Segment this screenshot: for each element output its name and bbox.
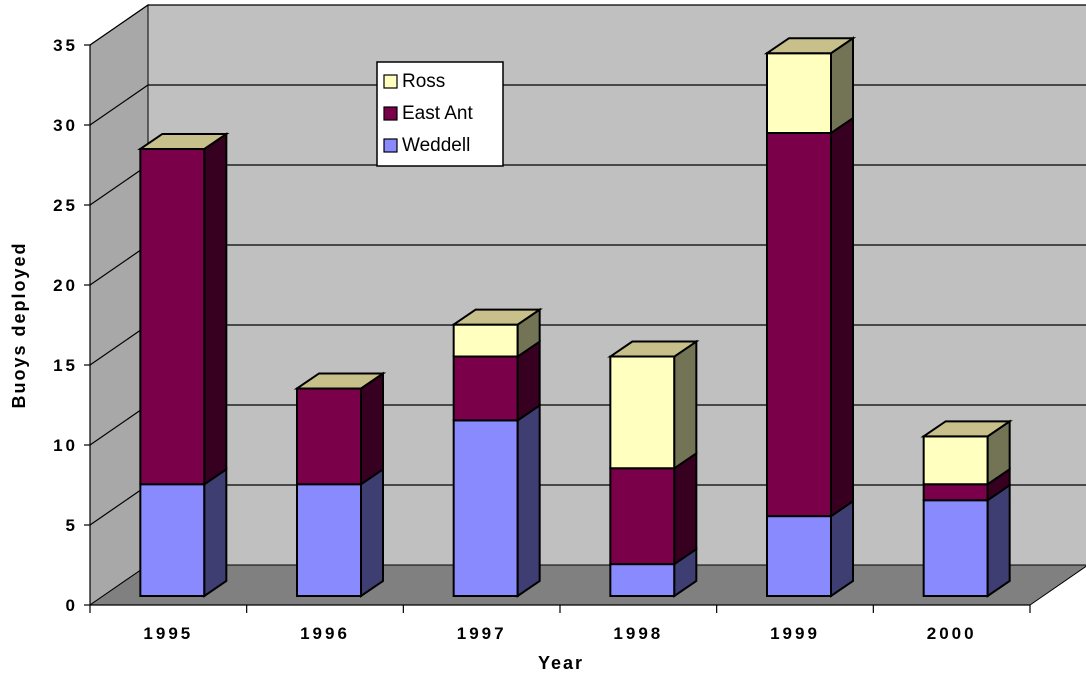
x-tick-label: 1996	[300, 624, 350, 643]
bar-side-1999-weddell	[830, 499, 854, 598]
y-axis-title: Buoys deployed	[9, 241, 29, 408]
legend-label: East Ant	[402, 103, 473, 124]
legend-swatch	[383, 106, 398, 121]
bar-1997-east-ant	[452, 355, 519, 422]
bar-side-1998-east-ant	[673, 451, 698, 566]
bar-side-1996-weddell	[360, 467, 384, 598]
bar-top-1999	[763, 37, 857, 55]
bar-top-1997	[450, 308, 543, 326]
bar-1999-east-ant	[766, 132, 832, 518]
bar-side-2000-weddell	[986, 483, 1011, 598]
bar-1995-weddell	[139, 483, 206, 597]
bar-1999-ross	[766, 52, 832, 135]
x-tick-label: 1997	[457, 624, 507, 643]
legend-swatch	[383, 138, 398, 153]
y-tick-label: 15	[53, 356, 78, 375]
bar-1998-east-ant	[609, 467, 676, 566]
axes: 0 5 10 15 20 25 30 35 1995 1996 1997 1998 1999 2000	[53, 36, 1031, 643]
bar-side-1997-weddell	[516, 403, 541, 598]
x-axis-title: Year	[538, 653, 584, 673]
side-wall	[89, 4, 149, 606]
bar-2000-ross	[922, 435, 989, 486]
bar-1996-weddell	[296, 483, 362, 597]
bars	[137, 36, 1013, 598]
bar-side-1999-east-ant	[830, 116, 854, 519]
bar-side-1999-ross	[830, 36, 854, 135]
legend-box	[376, 61, 504, 167]
x-tick-label: 1995	[143, 624, 193, 643]
bar-2000-east-ant	[922, 483, 989, 502]
bar-1996-east-ant	[296, 387, 362, 486]
bar-1998-weddell	[609, 563, 676, 597]
y-tick-label: 5	[66, 516, 78, 535]
bar-2000-weddell	[922, 499, 989, 597]
bar-side-1996-east-ant	[360, 371, 384, 487]
bar-1997-ross	[452, 323, 519, 358]
bar-side-1995-east-ant	[203, 132, 228, 487]
y-tick-label: 0	[66, 596, 78, 615]
legend-label: Ross	[402, 71, 445, 92]
y-tick-label: 30	[53, 116, 78, 135]
bar-1995-east-ant	[139, 147, 206, 486]
bar-top-1996	[293, 372, 387, 390]
bar-side-1995-weddell	[203, 467, 228, 598]
bar-1998-ross	[609, 355, 676, 470]
bar-top-2000	[920, 420, 1013, 438]
x-tick-label: 2000	[927, 624, 977, 643]
bar-top-1998	[607, 340, 700, 358]
x-tick-label: 1998	[613, 624, 663, 643]
bar-top-1995	[137, 132, 230, 150]
bar-1997-weddell	[452, 419, 519, 597]
y-tick-label: 25	[53, 196, 78, 215]
legend-swatch	[383, 74, 398, 89]
bar-side-1998-ross	[673, 339, 698, 471]
x-tick-label: 1999	[770, 624, 820, 643]
legend-label: Weddell	[402, 135, 470, 156]
y-tick-label: 20	[53, 276, 78, 295]
bar-1999-weddell	[766, 515, 832, 597]
legend: Ross East Ant Weddell	[376, 61, 504, 167]
gridline	[89, 4, 1086, 46]
y-tick-label: 35	[53, 36, 78, 55]
y-tick-label: 10	[53, 436, 78, 455]
